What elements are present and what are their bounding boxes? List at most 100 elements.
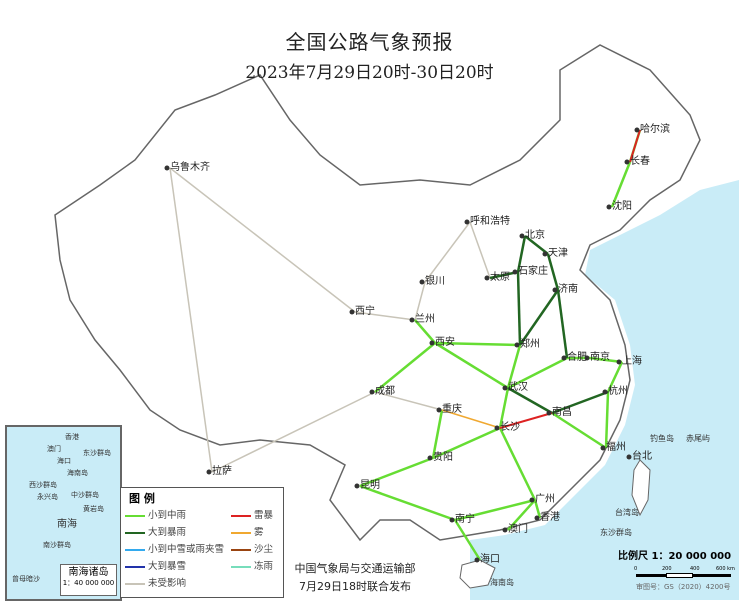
legend-swatch <box>125 549 145 551</box>
road-segment <box>469 221 491 279</box>
city-marker <box>164 165 170 171</box>
city-label: 广州 <box>535 494 555 505</box>
city-label: 长沙 <box>500 422 520 433</box>
legend-item: 雾 <box>231 527 264 539</box>
legend-heading: 图 例 <box>129 492 155 505</box>
city-marker <box>514 342 520 348</box>
inset-label: 西沙群岛 <box>29 481 57 489</box>
road-segment <box>507 386 553 415</box>
city-label: 兰州 <box>415 314 435 325</box>
inset-label: 曾母暗沙 <box>12 575 40 583</box>
sea-label: 赤尾屿 <box>686 434 710 443</box>
sea-label: 台湾岛 <box>615 508 639 517</box>
scale-bar <box>636 573 731 578</box>
road-segment <box>414 319 436 344</box>
city-marker <box>624 159 630 165</box>
road-segment <box>518 289 560 346</box>
city-marker <box>349 309 355 315</box>
city-label: 台北 <box>632 451 652 462</box>
city-label: 澳门 <box>508 524 528 535</box>
city-label: 长春 <box>630 156 650 167</box>
city-marker <box>409 317 415 323</box>
legend-swatch <box>125 515 145 517</box>
city-marker <box>626 454 632 460</box>
legend-item: 沙尘 <box>231 544 273 556</box>
city-label: 香港 <box>540 512 560 523</box>
sea-label: 钓鱼岛 <box>650 434 674 443</box>
city-marker <box>542 251 548 257</box>
legend-swatch <box>125 532 145 534</box>
city-marker <box>436 407 442 413</box>
city-label: 杭州 <box>608 386 628 397</box>
road-segment <box>441 409 501 429</box>
legend-label: 未受影响 <box>148 578 187 589</box>
road-segment <box>169 167 356 313</box>
legend-swatch <box>231 515 251 517</box>
road-segment <box>524 235 549 255</box>
city-label: 成都 <box>375 386 395 397</box>
city-label: 哈尔滨 <box>640 124 670 135</box>
sea-area <box>470 180 739 600</box>
map-subtitle: 2023年7月29日20时-30日20时 <box>245 63 494 83</box>
south-china-sea-inset: 香港 澳门 海口 海南岛 东沙群岛 西沙群岛 永兴岛 中沙群岛 黄岩岛 南海 南沙群岛 曾母暗沙 南海… <box>5 425 122 601</box>
city-marker <box>600 445 606 451</box>
inset-label: 中沙群岛 <box>71 491 99 499</box>
road-segment <box>414 281 426 321</box>
city-label: 南宁 <box>455 514 475 525</box>
inset-label: 香港 <box>65 433 79 441</box>
road-segment <box>546 253 560 291</box>
road-segment <box>424 221 471 283</box>
city-label: 天津 <box>548 248 568 259</box>
road-segment <box>629 129 641 163</box>
city-label: 武汉 <box>508 382 528 393</box>
scale-tick: 200 <box>662 566 672 572</box>
road-segment <box>431 409 444 459</box>
legend-item: 大到暴雪 <box>125 561 186 573</box>
road-segment <box>359 484 456 522</box>
city-label: 呼和浩特 <box>470 216 510 227</box>
city-label: 南昌 <box>552 407 572 418</box>
legend-swatch <box>231 532 251 534</box>
city-marker <box>606 204 612 210</box>
city-marker <box>429 340 435 346</box>
legend-swatch <box>125 566 145 568</box>
city-marker <box>419 279 425 285</box>
inset-label: 海南岛 <box>67 469 88 477</box>
road-segment <box>533 499 542 519</box>
scale-tick: 0 <box>634 566 638 572</box>
road-segment <box>374 342 436 393</box>
road-segment <box>169 167 213 473</box>
road-segment <box>516 235 527 273</box>
road-segment <box>551 390 609 415</box>
city-label: 昆明 <box>360 480 380 491</box>
city-label: 福州 <box>606 442 626 453</box>
city-marker <box>369 389 375 395</box>
road-segment <box>499 412 553 429</box>
road-segment <box>551 411 607 450</box>
inset-label: 南沙群岛 <box>43 541 71 549</box>
road-segment <box>434 341 509 390</box>
inset-title-box: 南海诸岛 1：40 000 000 <box>60 564 117 596</box>
city-marker <box>427 455 433 461</box>
city-marker <box>634 127 640 133</box>
city-marker <box>602 389 608 395</box>
city-marker <box>616 359 622 365</box>
city-marker <box>552 287 558 293</box>
road-segment <box>359 456 434 488</box>
city-marker <box>502 385 508 391</box>
scale-label: 比例尺 1：20 000 000 <box>618 551 732 562</box>
legend-label: 大到暴雨 <box>148 527 187 538</box>
inset-title: 南海诸岛 <box>68 567 109 578</box>
road-segment <box>498 427 537 501</box>
scale-tick: 600 km <box>716 566 735 572</box>
taiwan-island <box>631 459 651 517</box>
city-label: 郑州 <box>520 339 540 350</box>
inset-label: 南海 <box>57 519 77 530</box>
road-segment <box>507 356 568 390</box>
legend-item: 小到中雨 <box>125 510 186 522</box>
city-label: 石家庄 <box>518 266 548 277</box>
city-marker <box>464 219 470 225</box>
inset-label: 海口 <box>57 457 71 465</box>
city-marker <box>449 517 455 523</box>
